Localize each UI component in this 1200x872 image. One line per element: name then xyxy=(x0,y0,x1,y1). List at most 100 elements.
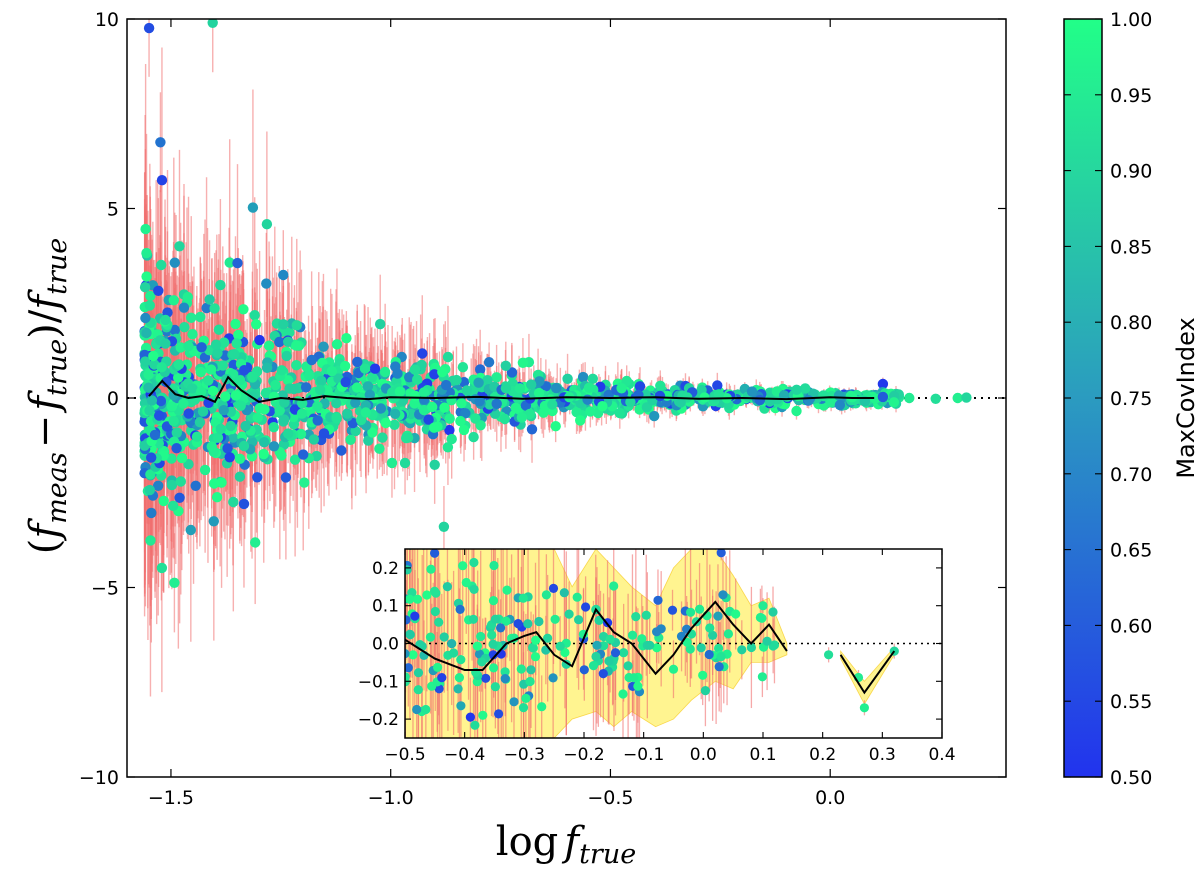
inset-data-point xyxy=(405,672,410,682)
data-point xyxy=(506,367,518,378)
data-point xyxy=(261,362,273,373)
y-axis-label-s1: meas xyxy=(42,452,73,524)
data-point xyxy=(145,535,156,546)
inset-data-point xyxy=(652,643,662,653)
data-point xyxy=(533,387,545,399)
inset-data-point xyxy=(581,602,591,612)
data-point xyxy=(834,399,846,411)
inset-data-point xyxy=(588,661,599,671)
data-point xyxy=(326,366,338,377)
data-point xyxy=(218,405,229,416)
data-point xyxy=(169,324,180,336)
data-point xyxy=(166,453,177,464)
data-point xyxy=(205,364,217,375)
data-point xyxy=(547,399,558,410)
inset-data-point xyxy=(598,669,608,679)
data-point xyxy=(158,495,169,507)
data-point xyxy=(297,398,308,409)
data-point xyxy=(641,402,653,413)
data-point xyxy=(280,472,292,483)
inset-data-point xyxy=(434,684,444,694)
inset-data-point xyxy=(530,652,541,662)
data-point xyxy=(247,202,259,213)
inset-data-point xyxy=(477,657,487,667)
colorbar-tick-label: 0.70 xyxy=(1110,464,1152,486)
inset-data-point xyxy=(716,549,726,558)
inset-data-point xyxy=(481,673,491,683)
inset-data-point xyxy=(413,668,424,678)
y-tick-label: −10 xyxy=(79,767,119,789)
data-point xyxy=(143,369,154,380)
inset-data-point xyxy=(682,637,692,647)
data-point xyxy=(187,383,198,394)
data-point xyxy=(362,381,374,392)
data-point xyxy=(203,375,214,386)
inset-data-point xyxy=(708,630,718,641)
colorbar-tick-label: 0.90 xyxy=(1110,161,1152,183)
inset-data-point xyxy=(755,612,766,623)
x-tick-label: 0.0 xyxy=(815,787,845,809)
data-point xyxy=(146,452,157,463)
inset-data-point xyxy=(572,592,582,602)
data-point xyxy=(577,371,589,383)
data-point xyxy=(274,405,285,416)
data-point xyxy=(296,408,308,419)
inset-data-point xyxy=(500,667,510,677)
inset-data-point xyxy=(518,593,528,603)
data-point xyxy=(239,365,250,376)
inset-data-point xyxy=(731,609,741,619)
inset-data-point xyxy=(714,662,724,672)
data-point xyxy=(473,377,484,388)
data-point xyxy=(194,417,206,428)
data-point xyxy=(139,282,151,293)
data-point xyxy=(183,341,194,352)
data-point xyxy=(318,428,330,439)
data-point xyxy=(212,432,224,443)
data-point xyxy=(259,404,270,415)
inset-data-point xyxy=(619,648,629,658)
inset-data-point xyxy=(490,682,500,692)
inset-data-point xyxy=(541,590,552,600)
data-point xyxy=(877,391,889,403)
data-point xyxy=(238,498,250,510)
inset-data-point xyxy=(605,634,615,645)
data-point xyxy=(270,379,281,391)
data-point xyxy=(331,398,342,409)
data-point xyxy=(713,389,725,400)
data-point xyxy=(654,390,666,402)
inset-data-point xyxy=(476,631,486,642)
data-point xyxy=(289,454,301,465)
data-point xyxy=(500,383,512,394)
inset-x-tick-label: −0.1 xyxy=(623,745,664,765)
data-point xyxy=(259,437,270,448)
inset-data-point xyxy=(509,697,519,707)
data-point xyxy=(161,376,172,388)
data-point xyxy=(444,413,455,424)
y-axis-label: (fmeas−ftrue)/ftrue xyxy=(22,238,73,554)
data-point xyxy=(291,320,302,331)
inset-data-point xyxy=(599,641,609,651)
inset-data-point xyxy=(468,614,478,624)
data-point xyxy=(364,389,375,400)
inset-data-point xyxy=(758,601,768,611)
data-point xyxy=(169,577,180,588)
data-point xyxy=(261,278,272,289)
data-point xyxy=(208,516,219,527)
data-point xyxy=(461,385,473,396)
data-point xyxy=(197,406,209,417)
main-plot-area xyxy=(127,19,1006,697)
inset-data-point xyxy=(472,641,482,651)
data-point xyxy=(299,477,310,488)
data-point xyxy=(227,432,239,443)
inset-data-point xyxy=(618,689,628,699)
inset-data-point xyxy=(494,709,504,719)
inset-data-point xyxy=(426,564,436,574)
inset-data-point xyxy=(405,649,410,659)
inset-data-point xyxy=(425,632,436,642)
colorbar-tick-label: 0.85 xyxy=(1110,236,1152,258)
data-point xyxy=(283,336,294,347)
data-point xyxy=(952,392,963,404)
data-point xyxy=(409,398,420,409)
data-point xyxy=(428,422,440,433)
data-point xyxy=(699,392,710,403)
